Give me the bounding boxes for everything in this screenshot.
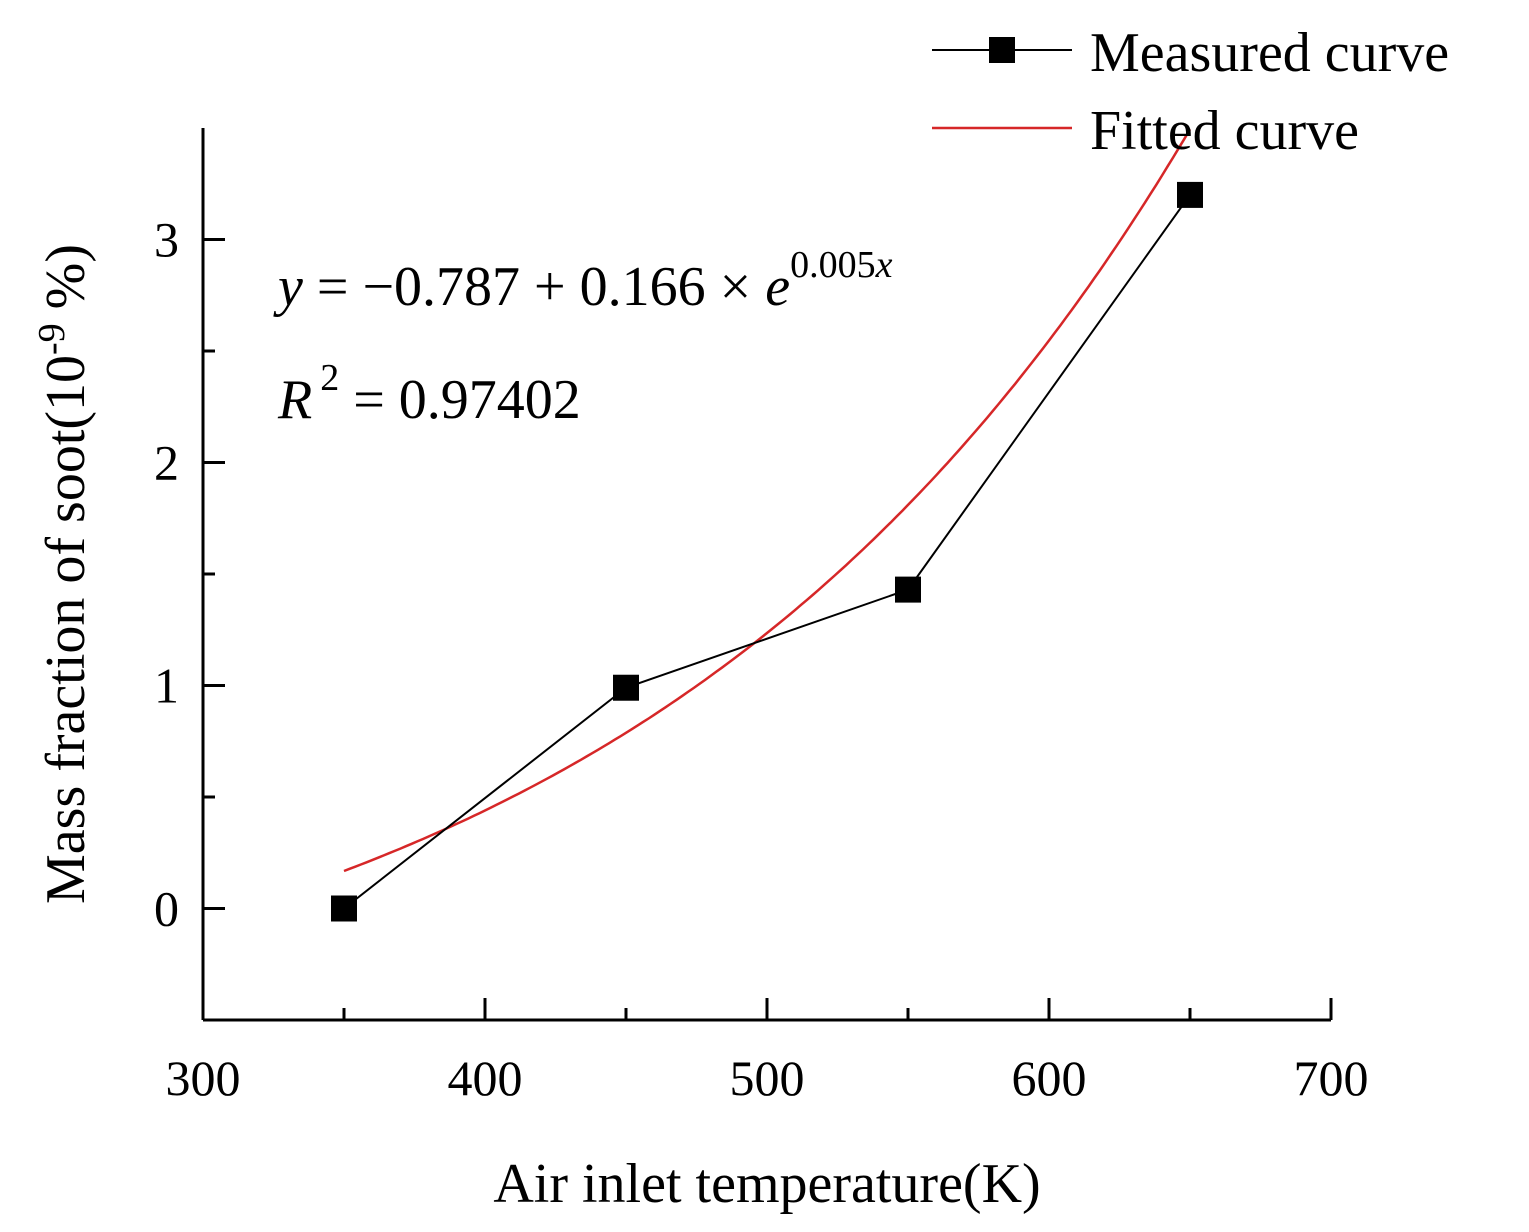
eq-exponent-var: x (875, 244, 893, 286)
legend-measured-marker (989, 37, 1015, 63)
eq-e: e (765, 256, 790, 318)
x-tick-label-400: 400 (448, 1050, 523, 1106)
fit-equation: y = −0.787 + 0.166 × e0.005x (273, 244, 893, 318)
r-symbol: R (277, 369, 312, 431)
legend-measured-label: Measured curve (1090, 22, 1449, 84)
y-tick-label-3: 3 (154, 212, 179, 268)
x-axis-title: Air inlet temperature(K) (493, 1153, 1040, 1215)
eq-rhs: −0.787 + 0.166 × (362, 256, 765, 318)
measured-point-650 (1177, 181, 1203, 208)
y-axis-title-suffix: %) (35, 244, 97, 323)
x-tick-label-700: 700 (1294, 1050, 1369, 1106)
eq-y: y (273, 256, 303, 318)
y-tick-label-1: 1 (154, 658, 179, 714)
measured-point-550 (895, 576, 921, 603)
x-tick-labels: 300 400 500 600 700 (166, 1050, 1369, 1106)
y-axis-title: Mass fraction of soot(10-9 %) (31, 244, 97, 904)
y-tick-labels: 0 1 2 3 (154, 212, 179, 937)
eq-equals: = (303, 256, 363, 318)
legend: Measured curve Fitted curve (932, 22, 1449, 162)
r-value: = 0.97402 (339, 369, 581, 431)
y-axis-title-main: Mass fraction of soot(10 (35, 355, 97, 904)
eq-exponent: 0.005 (790, 244, 876, 286)
measured-point-450 (613, 674, 639, 701)
y-ticks (203, 238, 225, 910)
y-axis-title-exponent: -9 (31, 323, 73, 355)
r-power: 2 (320, 357, 339, 399)
x-tick-label-600: 600 (1012, 1050, 1087, 1106)
x-tick-label-500: 500 (730, 1050, 805, 1106)
measured-markers (331, 181, 1203, 922)
x-tick-label-300: 300 (166, 1050, 241, 1106)
y-tick-label-0: 0 (154, 881, 179, 937)
x-ticks (201, 998, 1333, 1020)
legend-fitted-label: Fitted curve (1090, 100, 1359, 162)
y-tick-label-2: 2 (154, 435, 179, 491)
measured-curve-line (343, 194, 1191, 910)
measured-point-350 (331, 895, 357, 922)
fitted-curve-line (343, 128, 1192, 873)
